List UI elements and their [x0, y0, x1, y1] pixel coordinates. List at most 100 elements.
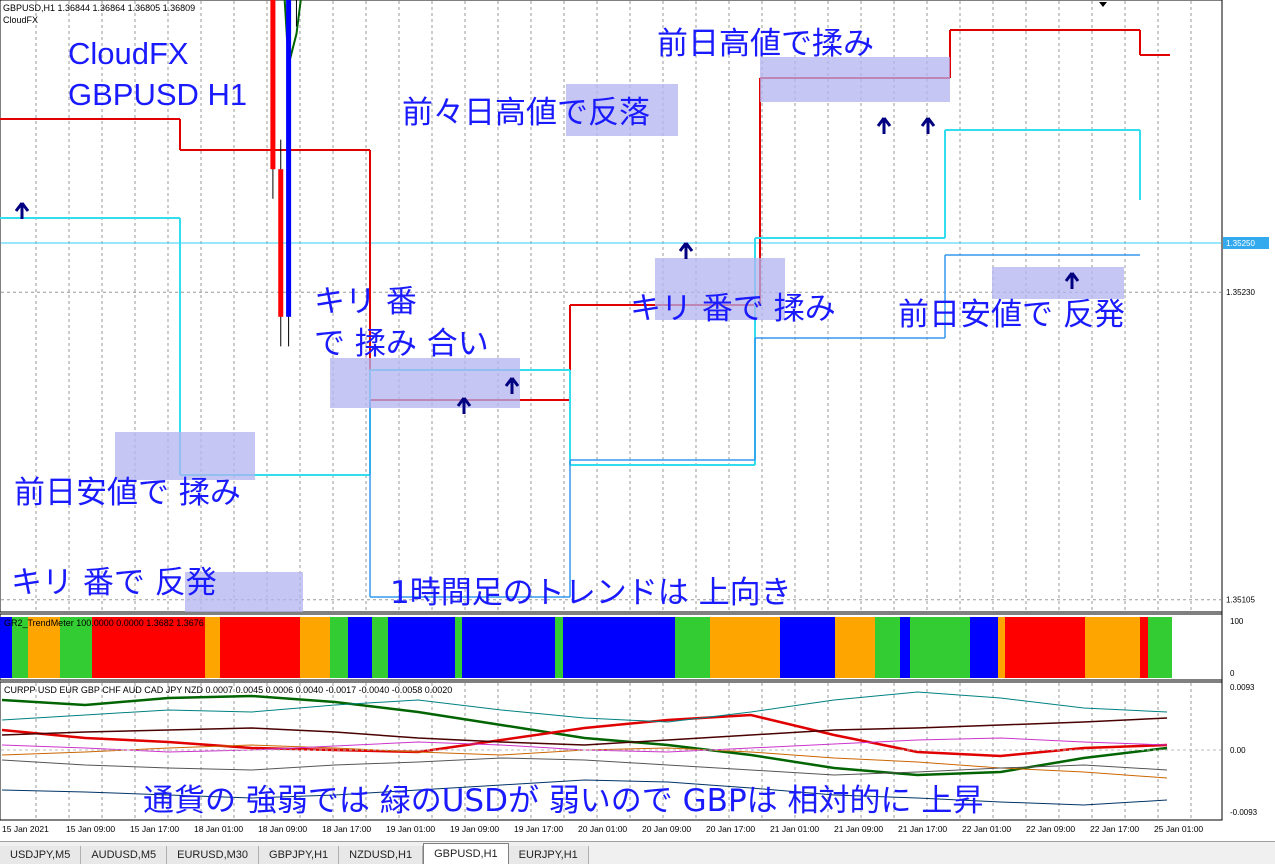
trendmeter-bar — [388, 617, 455, 678]
candle-body — [270, 0, 276, 170]
currency-line — [1, 691, 1168, 723]
trendmeter-bar — [462, 617, 555, 678]
time-tick: 20 Jan 09:00 — [642, 824, 691, 834]
trendmeter-bar — [675, 617, 710, 678]
time-tick: 21 Jan 01:00 — [770, 824, 819, 834]
annotation-round-number-rebound: キリ 番で 反発 — [11, 565, 217, 601]
symbol-tab[interactable]: EURUSD,M30 — [167, 846, 260, 864]
time-tick: 20 Jan 17:00 — [706, 824, 755, 834]
annotation-prev2-high-reversal: 前々日高値で反落 — [402, 95, 650, 131]
annotation-prev-low-range: 前日安値で 揉み — [14, 475, 241, 511]
time-tick: 19 Jan 01:00 — [386, 824, 435, 834]
symbol-tab-bar: USDJPY,M5 AUDUSD,M5 EURUSD,M30 GBPJPY,H1 NZD… — [0, 841, 1275, 864]
trendmeter-bar — [780, 617, 835, 678]
trendmeter-scale-bottom: 0 — [1230, 669, 1235, 678]
trendmeter-bar — [835, 617, 875, 678]
trendmeter-bar — [1140, 617, 1148, 678]
price-tick: 1.35105 — [1226, 596, 1255, 605]
time-tick: 25 Jan 01:00 — [1154, 824, 1203, 834]
highlight-box — [330, 358, 520, 408]
time-tick: 19 Jan 09:00 — [450, 824, 499, 834]
time-tick: 15 Jan 2021 — [2, 824, 49, 834]
trendmeter-bar — [900, 617, 910, 678]
signal-arrows — [14, 117, 1080, 414]
trendmeter-bar — [455, 617, 462, 678]
price-level-tag — [1223, 237, 1269, 249]
trendmeter-bar — [910, 617, 970, 678]
trendmeter-bar — [348, 617, 372, 678]
time-tick: 18 Jan 01:00 — [194, 824, 243, 834]
price-level-tag-text: 1.35250 — [1226, 239, 1255, 248]
price-tick: 1.35230 — [1226, 288, 1255, 297]
up-arrow-icon — [920, 117, 936, 134]
trendmeter-bar — [1085, 617, 1140, 678]
trendmeter-bar — [300, 617, 330, 678]
time-tick: 21 Jan 17:00 — [898, 824, 947, 834]
price-axis: 1.375351.374101.372851.371051.369801.368… — [1223, 237, 1269, 605]
trendmeter-bar — [998, 617, 1005, 678]
up-arrow-icon — [678, 242, 694, 259]
annotation-title-symbol: GBPUSD H1 — [68, 77, 248, 112]
symbol-tab[interactable]: GBPUSD,H1 — [423, 843, 509, 864]
up-arrow-icon — [14, 202, 30, 219]
trendmeter-bar — [330, 617, 348, 678]
annotation-prev-high-range: 前日高値で揉み — [657, 26, 874, 62]
trendmeter-scale-top: 100 — [1230, 617, 1244, 626]
highlight-box — [992, 267, 1124, 299]
up-arrow-icon — [456, 397, 472, 414]
currency-line — [1, 717, 1168, 746]
currency-line — [1, 757, 1168, 776]
highlight-box — [566, 84, 678, 136]
trendmeter-bar — [60, 617, 92, 678]
time-tick: 15 Jan 17:00 — [130, 824, 179, 834]
trendmeter-bar — [12, 617, 28, 678]
annotation-round-number-line1: キリ 番 — [314, 284, 417, 320]
price-level-lines — [1, 242, 1221, 244]
trendmeter-bar — [555, 617, 563, 678]
annotation-round-number-line2: で 揉み 合い — [314, 326, 489, 362]
highlight-box — [655, 258, 785, 320]
annotation-currency-strength-note: 通貨の 強弱では 緑のUSDが 弱いので GBPは 相対的に 上昇 — [143, 783, 984, 819]
currency-line — [1, 694, 1168, 777]
trendmeter-bar — [970, 617, 998, 678]
annotation-title-indicator: CloudFX — [68, 36, 189, 71]
annotation-prev-low-rebound: 前日安値で 反発 — [898, 297, 1125, 333]
currency-line — [1, 713, 1168, 758]
annotation-highlights — [115, 57, 1124, 612]
highlight-box — [185, 572, 303, 612]
up-arrow-icon — [876, 117, 892, 134]
time-tick: 22 Jan 17:00 — [1090, 824, 1139, 834]
trendmeter-label: GR2_TrendMeter 100.0000 0.0000 1.3682 1.… — [4, 618, 204, 628]
chart-shift-icon[interactable] — [1099, 2, 1107, 7]
currency-scale-label: 0.00 — [1230, 746, 1246, 755]
time-tick: 15 Jan 09:00 — [66, 824, 115, 834]
highlight-box — [115, 432, 255, 480]
trendmeter-bar — [92, 617, 205, 678]
time-tick: 18 Jan 17:00 — [322, 824, 371, 834]
currency-line — [1, 779, 1168, 806]
time-tick: 20 Jan 01:00 — [578, 824, 627, 834]
currency-scale-label: 0.0093 — [1230, 683, 1255, 692]
indicator-name: CloudFX — [3, 15, 38, 25]
time-tick: 18 Jan 09:00 — [258, 824, 307, 834]
candlesticks — [270, 0, 297, 347]
time-tick: 21 Jan 09:00 — [834, 824, 883, 834]
trendmeter-bar — [220, 617, 300, 678]
trendmeter-bar — [563, 617, 675, 678]
symbol-tab[interactable]: USDJPY,M5 — [0, 846, 82, 864]
symbol-tab[interactable]: EURJPY,H1 — [508, 846, 589, 864]
trendmeter-bar — [205, 617, 220, 678]
currency-scale-label: -0.0093 — [1230, 808, 1258, 817]
time-axis: 15 Jan 2021 15 Jan 09:00 15 Jan 17:00 18 Ja… — [2, 824, 1203, 834]
symbol-tab[interactable]: NZDUSD,H1 — [339, 846, 424, 864]
trendmeter-bar — [1148, 617, 1172, 678]
currency-label: CURPP USD EUR GBP CHF AUD CAD JPY NZD 0.… — [4, 685, 452, 695]
currency-strength-lines: 0.0093 0.00 -0.0093 — [1, 683, 1258, 817]
symbol-tab[interactable]: GBPJPY,H1 — [259, 846, 340, 864]
chart-header: GBPUSD,H1 1.36844 1.36864 1.36805 1.3680… — [3, 3, 195, 13]
chart-area[interactable]: 1.375351.374101.372851.371051.369801.368… — [0, 0, 1275, 841]
symbol-tab[interactable]: AUDUSD,M5 — [81, 846, 168, 864]
up-arrow-icon — [1064, 272, 1080, 289]
time-tick: 22 Jan 01:00 — [962, 824, 1011, 834]
trendmeter-bar — [1005, 617, 1085, 678]
